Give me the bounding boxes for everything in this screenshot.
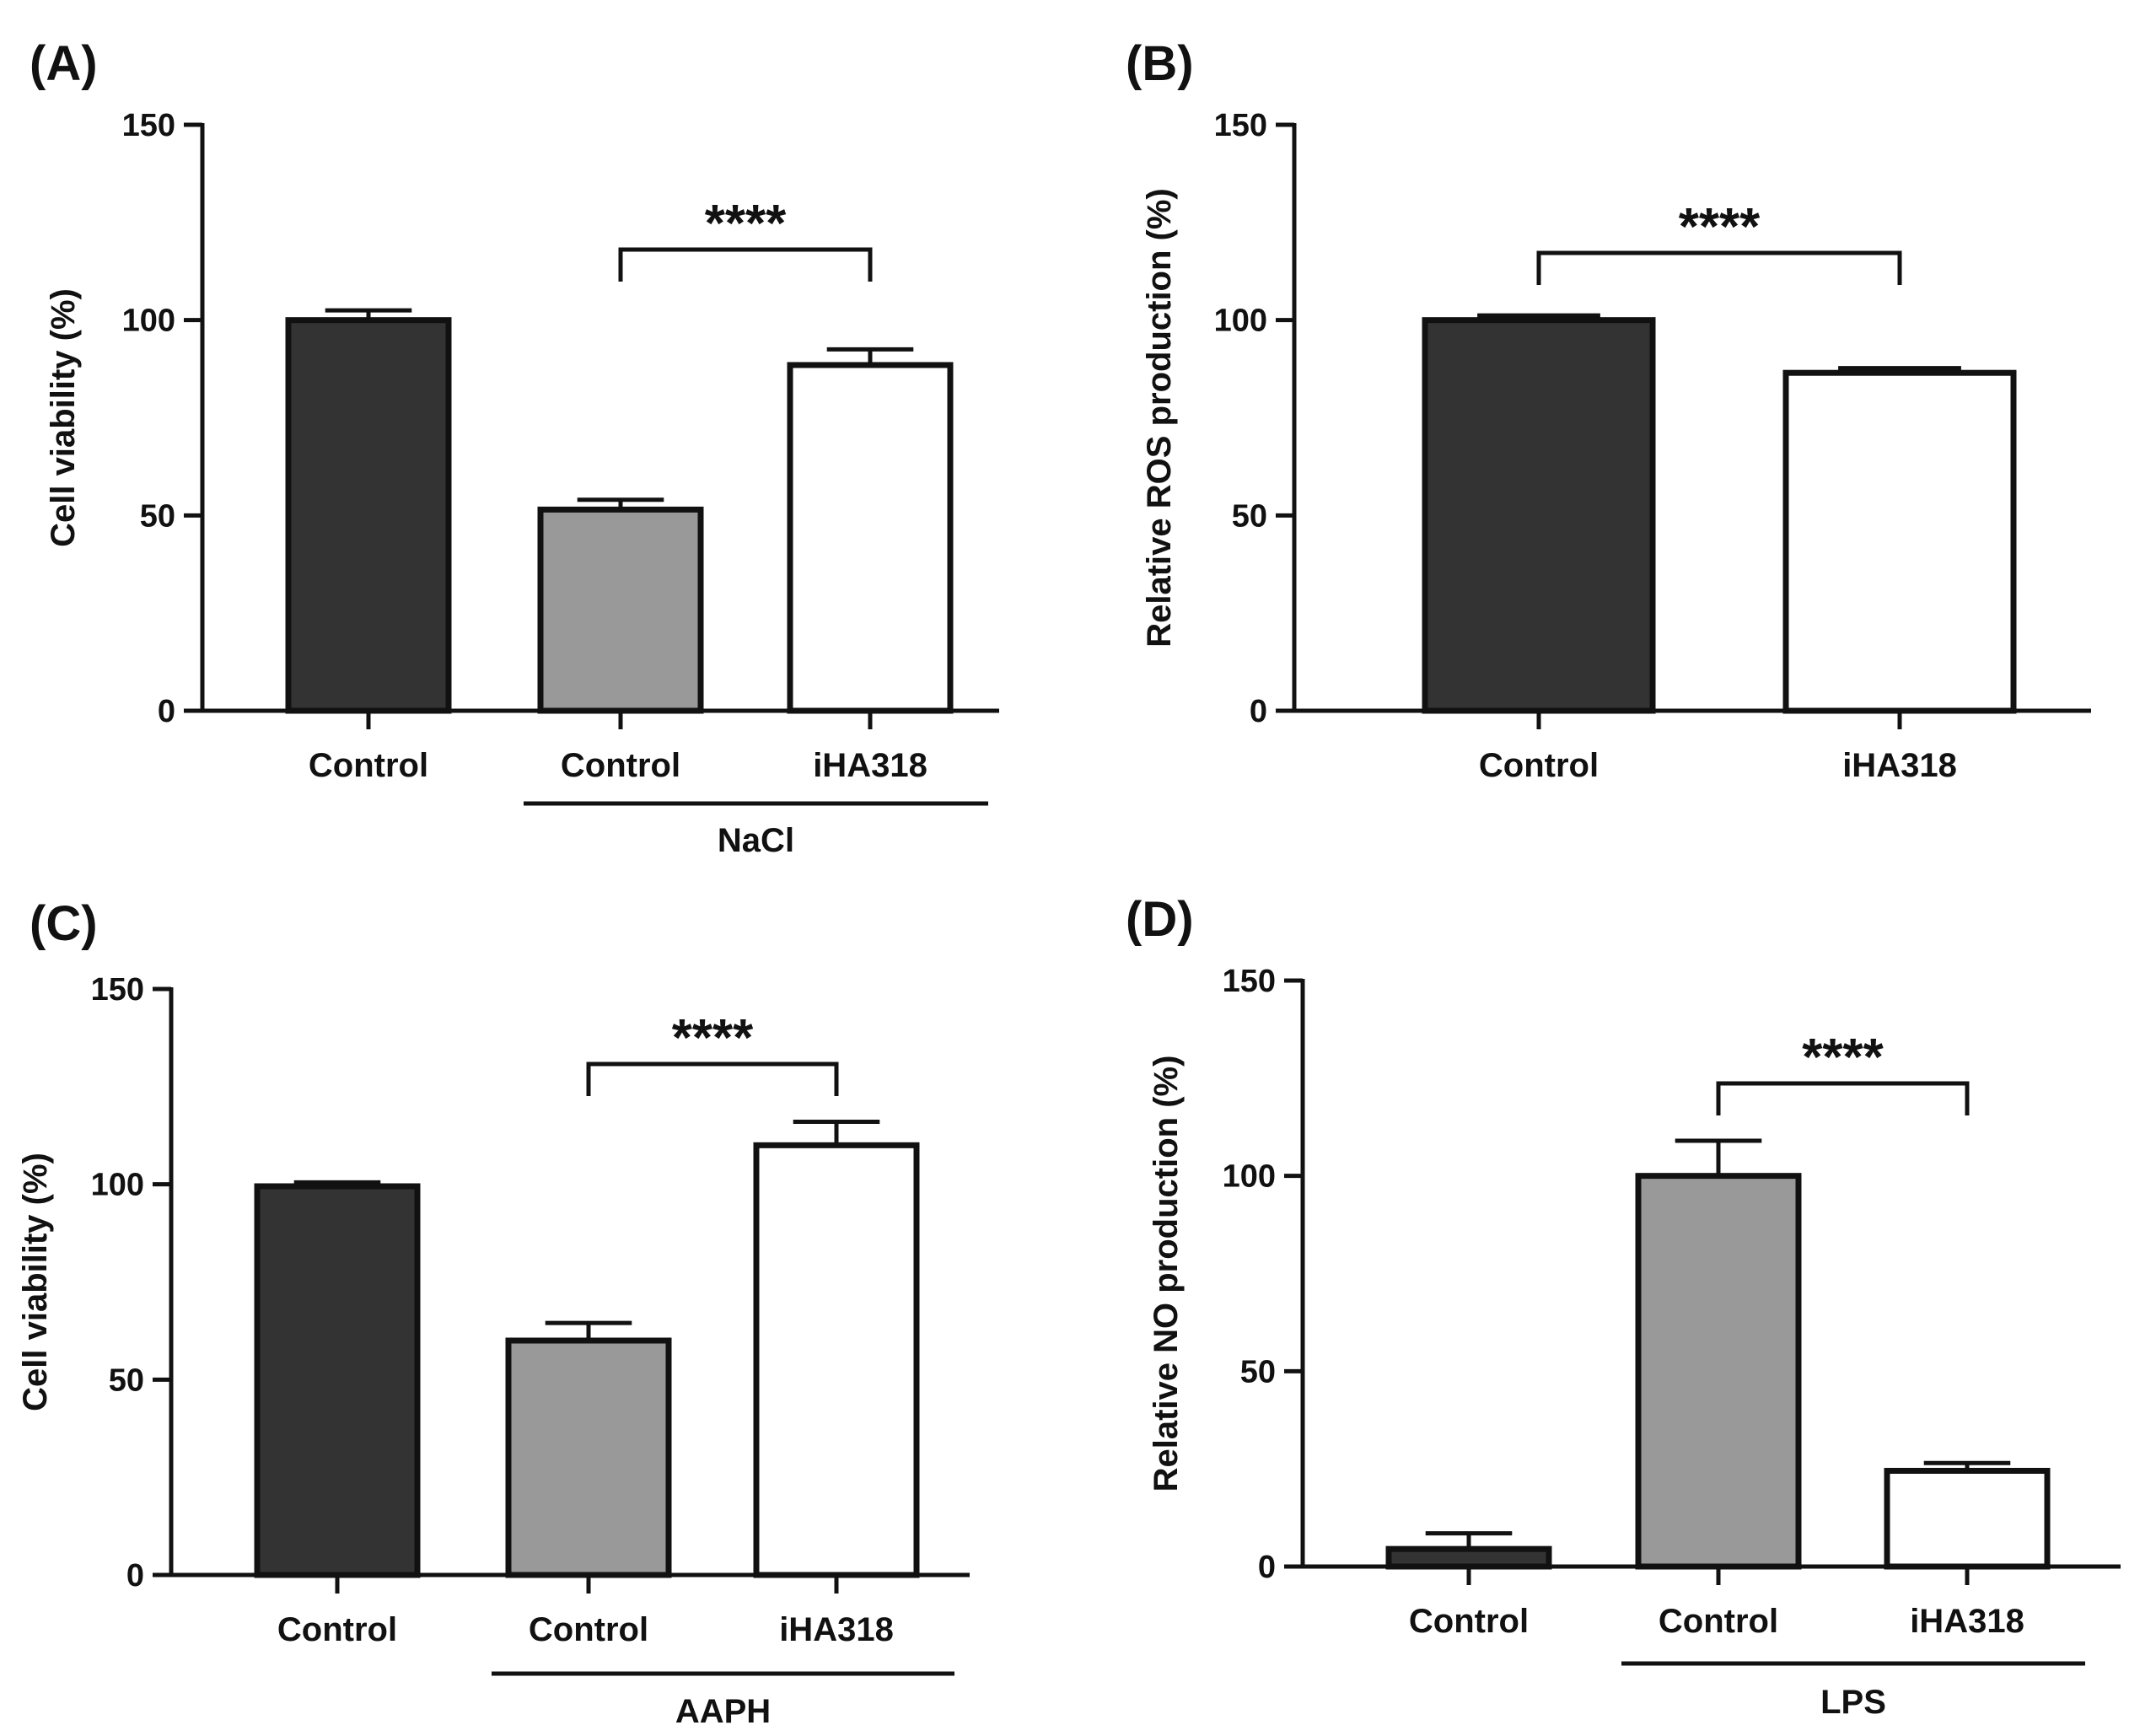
y-tick-label: 50 bbox=[1240, 1354, 1276, 1389]
panel-label: (D) bbox=[1126, 892, 1194, 947]
y-tick-label: 0 bbox=[1258, 1550, 1276, 1585]
panel-label: (C) bbox=[30, 896, 98, 951]
significance-label: **** bbox=[1679, 198, 1761, 256]
bar bbox=[254, 1183, 421, 1578]
bar bbox=[1884, 1467, 2051, 1570]
bar bbox=[1635, 1173, 1802, 1570]
panel-a-chart: (A) Cell viability (%) 0 50 100 150 Control Con… bbox=[30, 36, 999, 859]
y-tick-label: 100 bbox=[122, 304, 175, 339]
significance-bracket bbox=[1536, 250, 1902, 285]
bar bbox=[1385, 1545, 1552, 1570]
significance-bracket bbox=[618, 247, 873, 282]
panel-d-chart: (D) Relative NO production (%) 0 50 100 150 Co… bbox=[1126, 892, 2121, 1721]
y-axis-label: Relative ROS production (%) bbox=[1141, 188, 1178, 648]
x-tick-label: iHA318 bbox=[813, 747, 927, 784]
bar bbox=[505, 1337, 672, 1578]
bar bbox=[1422, 317, 1656, 714]
y-tick-label: 0 bbox=[1250, 694, 1267, 729]
bar bbox=[787, 362, 954, 714]
bar bbox=[753, 1142, 920, 1578]
group-label: LPS bbox=[1820, 1684, 1886, 1721]
y-axis-label: Cell viability (%) bbox=[17, 1153, 54, 1411]
y-tick-label: 50 bbox=[1232, 498, 1267, 534]
significance-label: **** bbox=[705, 195, 787, 253]
y-tick-label: 100 bbox=[1214, 304, 1267, 339]
bar bbox=[285, 317, 452, 714]
x-tick-label: Control bbox=[561, 747, 680, 784]
y-tick-label: 150 bbox=[1214, 108, 1267, 143]
y-tick-label: 0 bbox=[158, 694, 175, 729]
group-label: AAPH bbox=[675, 1693, 771, 1730]
panel-c-chart: (C) Cell viability (%) 0 50 100 150 Control Con… bbox=[17, 896, 970, 1730]
x-tick-label: Control bbox=[1659, 1603, 1778, 1640]
x-tick-label: Control bbox=[1409, 1603, 1529, 1640]
y-tick-label: 50 bbox=[140, 498, 175, 534]
y-tick-label: 150 bbox=[122, 108, 175, 143]
y-tick-label: 50 bbox=[109, 1362, 144, 1398]
significance-label: **** bbox=[1802, 1029, 1884, 1087]
x-tick-label: Control bbox=[529, 1611, 648, 1648]
significance-label: **** bbox=[672, 1009, 754, 1067]
group-label: NaCl bbox=[718, 822, 794, 859]
x-tick-label: Control bbox=[309, 747, 428, 784]
significance-bracket bbox=[1716, 1081, 1970, 1115]
y-tick-label: 0 bbox=[126, 1558, 144, 1594]
significance-bracket bbox=[586, 1061, 839, 1096]
bar bbox=[1782, 369, 2017, 714]
y-tick-label: 150 bbox=[91, 972, 144, 1008]
y-axis-label: Relative NO production (%) bbox=[1148, 1056, 1185, 1492]
y-tick-label: 100 bbox=[91, 1168, 144, 1203]
y-axis-label: Cell viability (%) bbox=[45, 288, 82, 547]
panel-b-chart: (B) Relative ROS production (%) 0 50 100 150 C… bbox=[1126, 36, 2091, 784]
x-tick-label: Control bbox=[277, 1611, 397, 1648]
x-tick-label: iHA318 bbox=[1910, 1603, 2024, 1640]
y-tick-label: 100 bbox=[1223, 1159, 1276, 1195]
x-tick-label: iHA318 bbox=[779, 1611, 894, 1648]
x-tick-label: iHA318 bbox=[1842, 747, 1957, 784]
x-tick-label: Control bbox=[1479, 747, 1599, 784]
y-tick-label: 150 bbox=[1223, 964, 1276, 999]
bar bbox=[537, 506, 704, 714]
panel-label: (A) bbox=[30, 36, 98, 91]
panel-label: (B) bbox=[1126, 36, 1194, 91]
